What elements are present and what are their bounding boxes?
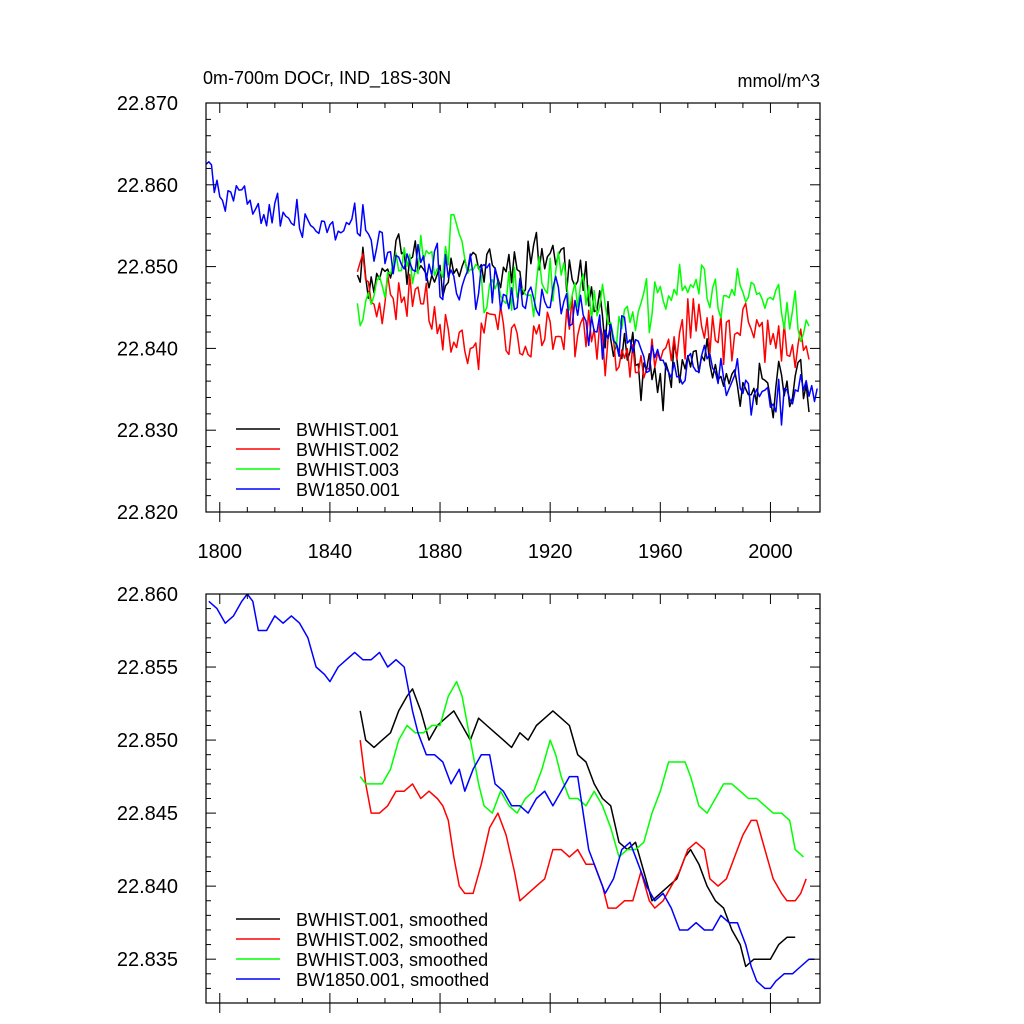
legend-label: BW1850.001, smoothed [296, 970, 489, 990]
y-tick-label: 22.850 [117, 257, 178, 279]
series-line-bottom-0 [359, 688, 796, 968]
y-tick-label: 22.830 [117, 420, 178, 442]
x-tick-label: 1960 [638, 541, 683, 563]
x-tick-label: 1800 [198, 541, 243, 563]
series-line-top-3 [206, 161, 818, 426]
legend-label: BWHIST.001 [296, 420, 399, 440]
legend-label: BWHIST.001, smoothed [296, 910, 488, 930]
y-tick-label: 22.840 [117, 876, 178, 898]
x-tick-label: 2000 [748, 541, 793, 563]
legend-label: BWHIST.002, smoothed [296, 930, 488, 950]
legend-label: BW1850.001 [296, 480, 400, 500]
bottom-chart: 22.835 22.840 22.845 22.850 22.855 22.860 BWHI… [117, 584, 821, 1013]
legend-label: BWHIST.003 [296, 460, 399, 480]
series-line-top-2 [356, 213, 810, 349]
series-line-bottom-1 [359, 740, 807, 909]
y-tick-label: 22.870 [117, 93, 178, 115]
y-tick-label: 22.845 [117, 803, 178, 825]
x-tick-label: 1880 [418, 541, 463, 563]
legend-label: BWHIST.003, smoothed [296, 950, 488, 970]
y-tick-label: 22.860 [117, 175, 178, 197]
plot-frame [205, 102, 821, 513]
series-line-bottom-2 [359, 680, 804, 858]
y-tick-label: 22.835 [117, 949, 178, 971]
series-line-top-1 [356, 253, 810, 379]
series-line-top-0 [356, 231, 810, 419]
y-tick-label: 22.860 [117, 584, 178, 606]
y-tick-label: 22.840 [117, 338, 178, 360]
legend-label: BWHIST.002 [296, 440, 399, 460]
series-line-bottom-3 [208, 594, 815, 990]
top-chart-title: 0m-700m DOCr, IND_18S-30N [203, 68, 451, 89]
top-chart-units: mmol/m^3 [738, 71, 820, 91]
y-tick-label: 22.855 [117, 657, 178, 679]
x-tick-label: 1840 [308, 541, 353, 563]
x-tick-label: 1920 [528, 541, 573, 563]
y-tick-label: 22.850 [117, 730, 178, 752]
y-tick-label: 22.820 [117, 502, 178, 524]
top-chart: 22.820 22.830 22.840 22.850 22.860 22.870 1800… [117, 93, 821, 563]
